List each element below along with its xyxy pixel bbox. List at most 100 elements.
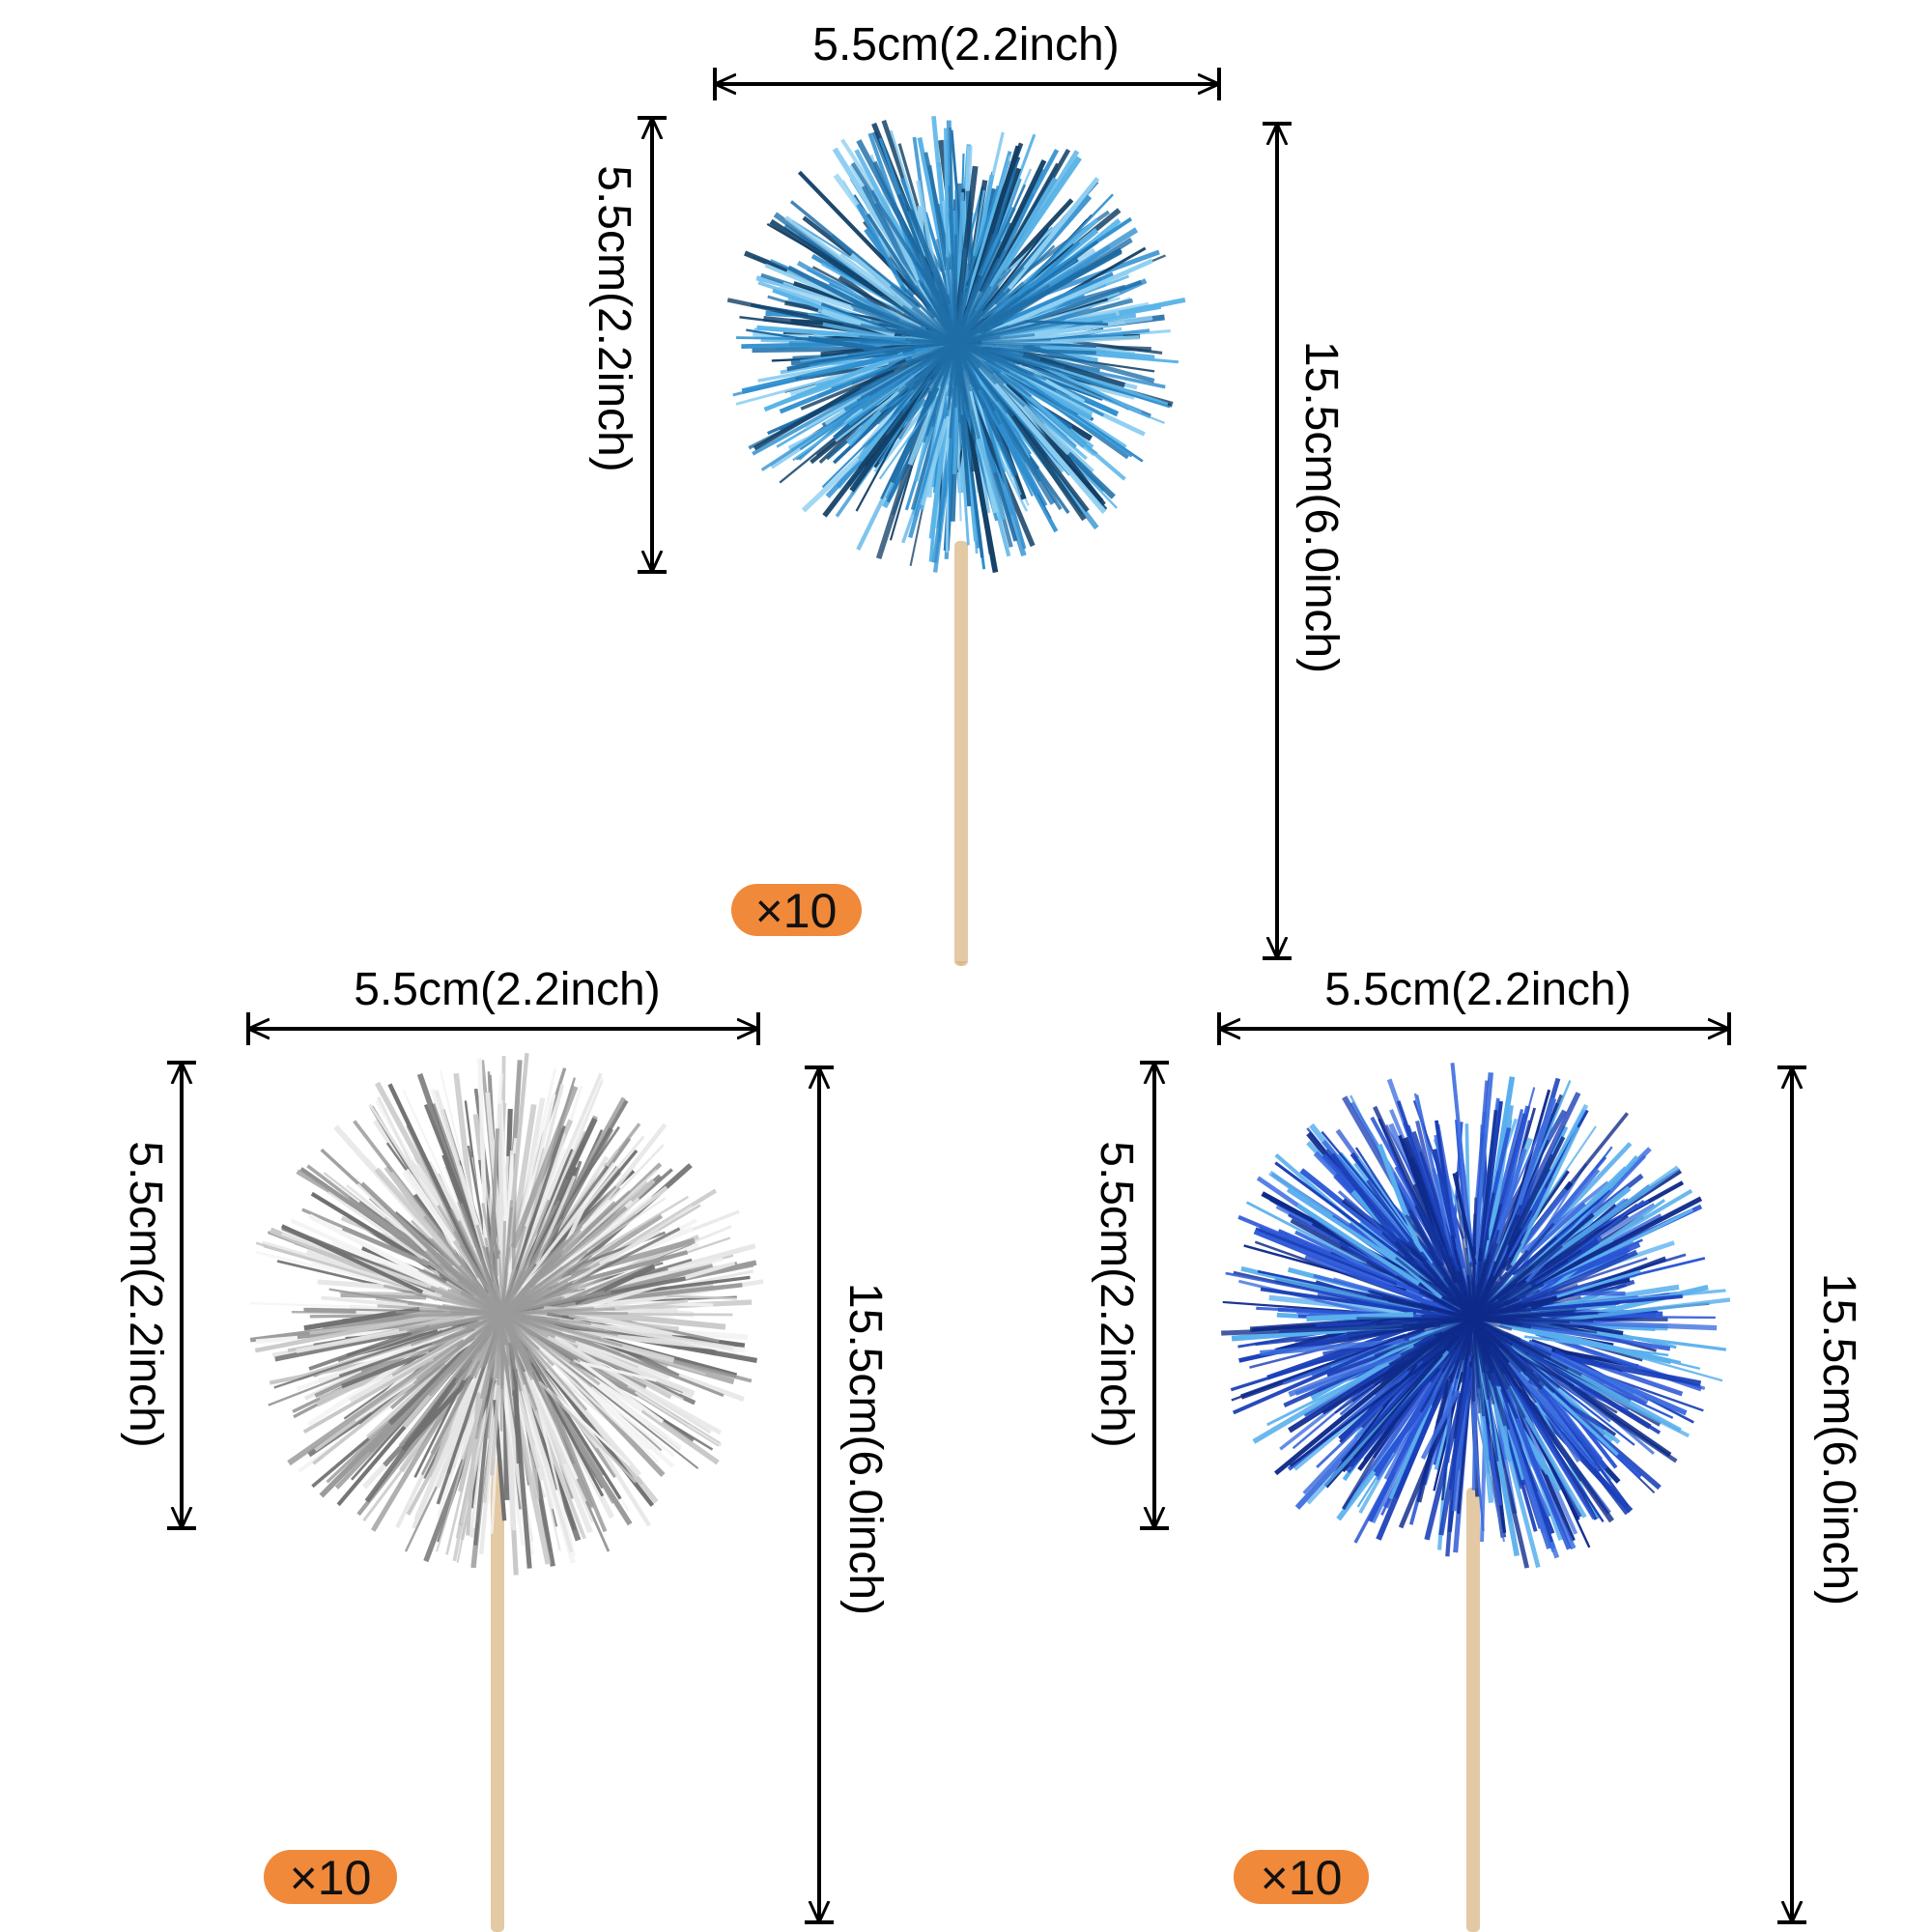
tinsel-strand [489,1128,499,1261]
tinsel-strand [287,1338,466,1466]
tinsel-core-strand [955,298,1028,345]
tinsel-strand [510,1096,626,1300]
tinsel-core-strand [955,320,1050,345]
tinsel-core-strand [501,1312,559,1321]
tinsel-strand [544,1387,608,1533]
tinsel-strand [340,1293,427,1300]
tinsel-strand [317,1279,420,1293]
length-dimension [1777,1065,1806,1924]
length-dimension [805,1065,834,1924]
tinsel-strand [1507,1153,1553,1246]
tinsel-core-strand [935,239,958,344]
height-label: 5.5cm(2.2inch) [588,165,639,471]
tinsel-core-strand [954,234,958,344]
toothpick-stick [1466,1488,1480,1932]
toothpick-stick [954,541,968,966]
tinsel-core-strand [1471,1318,1512,1387]
tinsel-strand [1252,1344,1416,1444]
tinsel-strand [497,1103,505,1290]
tinsel-strand [576,1344,696,1397]
tinsel-core-strand [1419,1318,1475,1413]
tinsel-strand [809,351,892,367]
tinsel-strand [1011,193,1114,300]
tinsel-strand [273,1318,478,1389]
tinsel-core-strand [501,1270,569,1316]
tinsel-core-strand [905,337,957,345]
width-label: 5.5cm(2.2inch) [354,964,660,1015]
tinsel-strand [571,1310,673,1337]
tinsel-core-strand [1471,1318,1511,1404]
tinsel-strand [952,385,960,474]
tinsel-core-strand [915,262,958,344]
tinsel-core-strand [497,1250,504,1315]
tinsel-core-strand [500,1207,514,1315]
tinsel-strand [560,1282,743,1307]
tinsel-core-strand [457,1220,504,1315]
tinsel-strand [789,200,922,309]
tinsel-core-strand [955,341,1057,392]
length-dimension [1263,122,1292,960]
tinsel-core-strand [918,341,957,367]
tinsel-strand [779,355,913,414]
tinsel-strand [1007,177,1100,290]
tinsel-strand [1260,1338,1406,1356]
tinsel-strand [308,1324,431,1371]
tinsel-core-strand [500,1313,530,1363]
tinsel-strand [856,139,932,274]
tinsel-strand [404,1168,456,1243]
tinsel-core-strand [500,1269,547,1316]
tinsel-core-strand [1459,1318,1475,1383]
tinsel-strand [1022,379,1144,463]
tinsel-strand [1438,1378,1470,1536]
tinsel-core-strand [1471,1317,1511,1353]
tinsel-strand [1488,1326,1662,1435]
height-dimension [638,116,667,574]
tinsel-core-strand [1379,1317,1474,1386]
tinsel-strand [573,1359,657,1382]
tinsel-strand [1231,1324,1432,1402]
tinsel-core-strand [1472,1317,1576,1388]
tinsel-core-strand [1381,1295,1474,1321]
topper-light-blue: 5.5cm(2.2inch) 5.5cm(2.2inch) 15.5cm(6.0… [588,19,1347,966]
tinsel-strand [1507,1360,1581,1443]
tinsel-strand [991,410,1040,497]
width-dimension [713,68,1221,100]
tinsel-strand [978,206,1016,277]
tinsel-strand [546,1387,631,1466]
tinsel-strand [572,1261,736,1313]
tinsel-strand [920,418,949,506]
tinsel-core-strand [1396,1317,1474,1321]
tinsel-strand [425,1160,480,1249]
tinsel-strand [1289,1348,1446,1467]
tinsel-strand [1294,1344,1425,1396]
tinsel-core-strand [1471,1209,1533,1320]
tinsel-core-strand [954,342,986,410]
tinsel-strand [525,1351,605,1497]
tinsel-strand [456,1377,496,1563]
tinsel-strand [797,170,932,309]
tinsel-core-strand [501,1312,623,1348]
height-dimension [167,1061,196,1530]
tinsel-strand [290,1218,440,1289]
tinsel-strand [309,1312,472,1335]
tinsel-strand [1022,352,1125,388]
tinsel-core-strand [501,1266,590,1316]
quantity-label: ×10 [1261,1851,1343,1905]
tinsel-strand [337,1327,431,1363]
quantity-label: ×10 [755,884,838,938]
tinsel-core-strand [953,342,958,409]
tinsel-core-strand [923,342,958,412]
tinsel-core-strand [1472,1295,1557,1321]
tinsel-strand [1550,1351,1702,1387]
tinsel-core-strand [501,1312,597,1378]
tinsel-pompom [1221,1063,1731,1569]
tinsel-core-strand [500,1313,543,1367]
tinsel-strand [1232,1329,1421,1415]
tinsel-strand [515,1328,675,1458]
height-label: 5.5cm(2.2inch) [1091,1141,1142,1447]
tinsel-strand [1450,1063,1475,1263]
tinsel-core-strand [1471,1197,1478,1320]
tinsel-strand [341,1341,451,1389]
tinsel-strand [1352,1353,1443,1460]
tinsel-pompom [726,116,1186,574]
